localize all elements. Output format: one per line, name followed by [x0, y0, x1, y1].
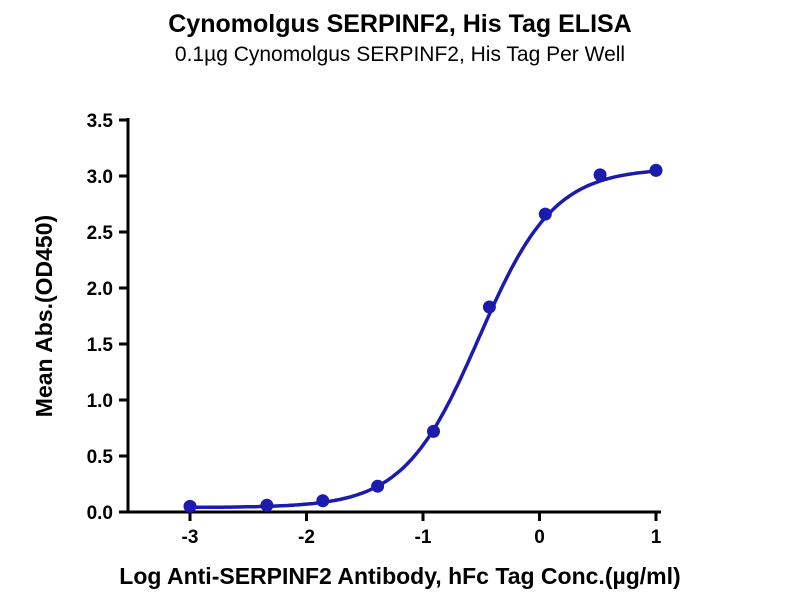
x-tick-label: 0 — [534, 527, 545, 548]
data-point — [427, 424, 440, 438]
y-tick-label: 1.0 — [87, 391, 113, 412]
y-tick-label: 0.5 — [87, 447, 114, 468]
x-axis-label: Log Anti-SERPINF2 Antibody, hFc Tag Conc… — [119, 563, 680, 589]
chart-subtitle: 0.1µg Cynomolgus SERPINF2, His Tag Per W… — [175, 43, 625, 66]
y-tick-label: 2.0 — [87, 279, 113, 300]
data-point — [593, 168, 607, 182]
data-point — [260, 498, 274, 512]
y-tick-label: 3.5 — [87, 111, 114, 132]
x-tick-label: -1 — [415, 527, 432, 548]
x-tick-label: 1 — [651, 527, 662, 548]
y-tick-label: 0.0 — [87, 503, 113, 524]
y-tick-label: 3.0 — [87, 167, 113, 188]
fit-curve — [188, 169, 658, 510]
x-tick-label: -2 — [298, 527, 315, 548]
y-tick-label: 2.5 — [87, 223, 114, 244]
dose-response-curve — [188, 169, 658, 510]
chart-title: Cynomolgus SERPINF2, His Tag ELISA — [168, 10, 632, 38]
data-point — [371, 479, 385, 493]
data-point — [316, 494, 330, 508]
y-tick-label: 1.5 — [87, 335, 114, 356]
data-point — [183, 499, 197, 513]
y-axis-label: Mean Abs.(OD450) — [31, 215, 57, 417]
data-point — [649, 163, 663, 177]
data-point — [538, 207, 552, 221]
x-tick-label: -3 — [182, 527, 199, 548]
data-point — [482, 300, 496, 314]
data-points — [183, 163, 663, 513]
axes: -3 -2 -1 0 1 0.0 0.5 1.0 1.5 2.0 2.5 3.0 3.5 — [87, 111, 662, 548]
